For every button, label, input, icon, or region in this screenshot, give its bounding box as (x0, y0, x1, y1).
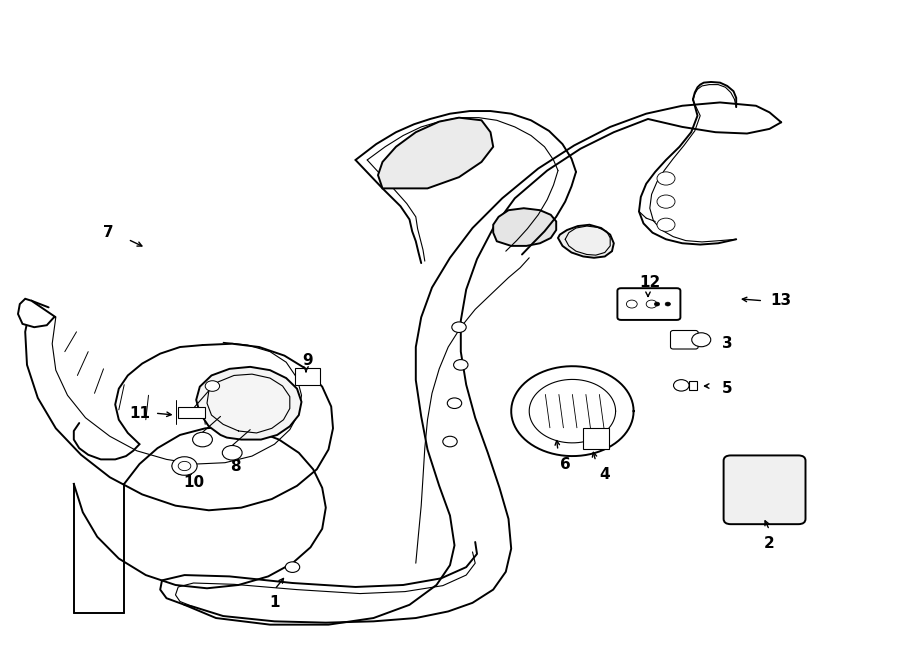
Circle shape (673, 379, 689, 391)
Circle shape (193, 432, 212, 447)
Text: 8: 8 (230, 459, 241, 473)
Text: 12: 12 (639, 276, 661, 290)
Text: 2: 2 (764, 536, 775, 551)
Circle shape (443, 436, 457, 447)
Circle shape (657, 195, 675, 208)
Text: 7: 7 (103, 225, 113, 240)
Circle shape (205, 381, 220, 391)
Bar (295, 368, 320, 385)
Circle shape (665, 302, 670, 306)
FancyBboxPatch shape (617, 288, 680, 320)
FancyBboxPatch shape (670, 330, 698, 349)
FancyBboxPatch shape (583, 428, 609, 449)
Text: 1: 1 (269, 596, 280, 610)
Polygon shape (558, 225, 614, 258)
Circle shape (657, 172, 675, 185)
Circle shape (447, 398, 462, 408)
Polygon shape (196, 367, 302, 440)
Text: 11: 11 (129, 406, 150, 420)
Circle shape (452, 322, 466, 332)
Text: 13: 13 (770, 293, 792, 308)
FancyBboxPatch shape (724, 455, 806, 524)
Circle shape (222, 446, 242, 460)
Polygon shape (18, 299, 56, 327)
Text: 4: 4 (599, 467, 610, 482)
Bar (178, 407, 205, 418)
Circle shape (654, 302, 660, 306)
FancyBboxPatch shape (688, 381, 697, 390)
Text: 5: 5 (722, 381, 733, 396)
Circle shape (454, 360, 468, 370)
Text: 3: 3 (722, 336, 733, 351)
Circle shape (172, 457, 197, 475)
Circle shape (692, 332, 711, 347)
Text: 9: 9 (302, 353, 313, 368)
Circle shape (285, 562, 300, 572)
Text: 6: 6 (560, 457, 571, 471)
Text: 10: 10 (183, 475, 204, 490)
Circle shape (657, 218, 675, 231)
Polygon shape (378, 118, 493, 188)
Polygon shape (493, 208, 556, 246)
